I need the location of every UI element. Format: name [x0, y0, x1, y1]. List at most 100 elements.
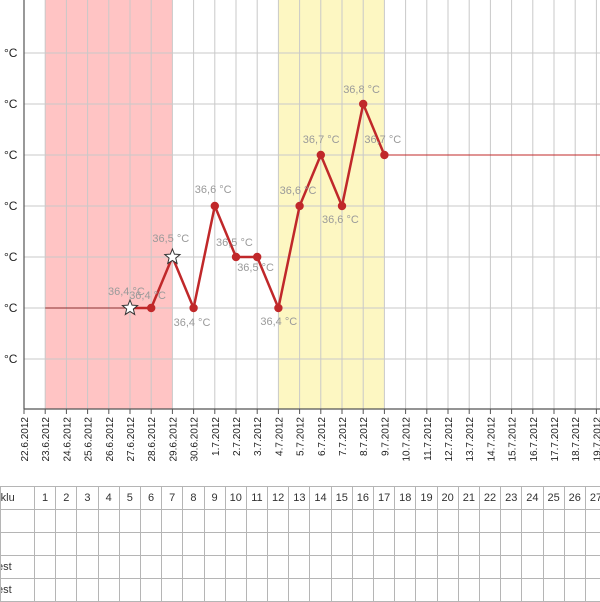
table-cell[interactable] — [479, 556, 500, 579]
table-cell[interactable] — [479, 579, 500, 602]
table-cell[interactable] — [331, 579, 352, 602]
table-cell[interactable] — [246, 556, 267, 579]
table-cell[interactable] — [119, 533, 140, 556]
table-cell[interactable] — [35, 556, 56, 579]
table-cell[interactable] — [246, 533, 267, 556]
table-cell[interactable] — [501, 556, 522, 579]
table-cell[interactable] — [352, 510, 373, 533]
table-cell[interactable] — [35, 579, 56, 602]
table-cell[interactable] — [352, 556, 373, 579]
table-cell[interactable] — [543, 579, 564, 602]
table-cell[interactable] — [140, 556, 161, 579]
table-cell[interactable] — [374, 510, 395, 533]
table-cell[interactable] — [246, 579, 267, 602]
table-cell[interactable] — [374, 533, 395, 556]
table-cell[interactable] — [268, 556, 289, 579]
table-cell[interactable] — [331, 556, 352, 579]
table-cell[interactable] — [331, 510, 352, 533]
table-cell[interactable] — [98, 533, 119, 556]
table-cell[interactable] — [183, 579, 204, 602]
table-cell[interactable] — [56, 579, 77, 602]
table-cell[interactable] — [395, 579, 416, 602]
table-cell[interactable] — [246, 510, 267, 533]
table-cell[interactable] — [416, 510, 437, 533]
table-cell[interactable] — [98, 556, 119, 579]
table-cell[interactable] — [56, 556, 77, 579]
table-cell[interactable] — [331, 533, 352, 556]
table-cell[interactable] — [564, 533, 585, 556]
table-cell[interactable] — [225, 579, 246, 602]
table-cell[interactable] — [543, 533, 564, 556]
table-cell[interactable] — [289, 579, 310, 602]
table-cell[interactable] — [585, 579, 600, 602]
table-cell[interactable] — [77, 579, 98, 602]
table-cell[interactable] — [564, 556, 585, 579]
table-cell[interactable] — [56, 510, 77, 533]
table-cell[interactable] — [183, 510, 204, 533]
table-cell[interactable] — [437, 579, 458, 602]
table-cell[interactable] — [183, 556, 204, 579]
table-cell[interactable] — [310, 556, 331, 579]
table-cell[interactable] — [522, 579, 543, 602]
table-cell[interactable] — [352, 579, 373, 602]
table-cell[interactable] — [437, 510, 458, 533]
table-cell[interactable] — [56, 533, 77, 556]
table-cell[interactable] — [183, 533, 204, 556]
table-cell[interactable] — [543, 510, 564, 533]
table-cell[interactable] — [268, 579, 289, 602]
table-cell[interactable] — [585, 533, 600, 556]
table-cell[interactable] — [458, 579, 479, 602]
table-cell[interactable] — [140, 579, 161, 602]
table-cell[interactable] — [204, 510, 225, 533]
table-cell[interactable] — [77, 510, 98, 533]
table-cell[interactable] — [268, 533, 289, 556]
table-cell[interactable] — [522, 510, 543, 533]
table-cell[interactable] — [437, 556, 458, 579]
table-cell[interactable] — [522, 556, 543, 579]
table-cell[interactable] — [564, 510, 585, 533]
table-cell[interactable] — [458, 533, 479, 556]
table-cell[interactable] — [501, 510, 522, 533]
table-cell[interactable] — [437, 533, 458, 556]
table-cell[interactable] — [140, 510, 161, 533]
table-cell[interactable] — [501, 579, 522, 602]
table-cell[interactable] — [585, 556, 600, 579]
table-cell[interactable] — [35, 510, 56, 533]
table-cell[interactable] — [119, 579, 140, 602]
table-cell[interactable] — [225, 556, 246, 579]
table-cell[interactable] — [119, 556, 140, 579]
table-cell[interactable] — [352, 533, 373, 556]
table-cell[interactable] — [458, 556, 479, 579]
table-cell[interactable] — [522, 533, 543, 556]
table-cell[interactable] — [289, 510, 310, 533]
table-cell[interactable] — [225, 533, 246, 556]
table-cell[interactable] — [77, 556, 98, 579]
table-cell[interactable] — [585, 510, 600, 533]
table-cell[interactable] — [374, 556, 395, 579]
table-cell[interactable] — [564, 579, 585, 602]
table-cell[interactable] — [98, 510, 119, 533]
table-cell[interactable] — [289, 556, 310, 579]
table-cell[interactable] — [395, 510, 416, 533]
table-cell[interactable] — [374, 579, 395, 602]
table-cell[interactable] — [416, 579, 437, 602]
table-cell[interactable] — [204, 533, 225, 556]
table-cell[interactable] — [458, 510, 479, 533]
table-cell[interactable] — [204, 556, 225, 579]
table-cell[interactable] — [289, 533, 310, 556]
table-cell[interactable] — [98, 579, 119, 602]
table-cell[interactable] — [395, 556, 416, 579]
table-cell[interactable] — [162, 579, 183, 602]
table-cell[interactable] — [119, 510, 140, 533]
table-cell[interactable] — [310, 510, 331, 533]
table-cell[interactable] — [310, 579, 331, 602]
table-cell[interactable] — [310, 533, 331, 556]
table-cell[interactable] — [204, 579, 225, 602]
table-cell[interactable] — [416, 556, 437, 579]
table-cell[interactable] — [77, 533, 98, 556]
table-cell[interactable] — [479, 533, 500, 556]
table-cell[interactable] — [395, 533, 416, 556]
table-cell[interactable] — [225, 510, 246, 533]
table-cell[interactable] — [162, 533, 183, 556]
table-cell[interactable] — [479, 510, 500, 533]
